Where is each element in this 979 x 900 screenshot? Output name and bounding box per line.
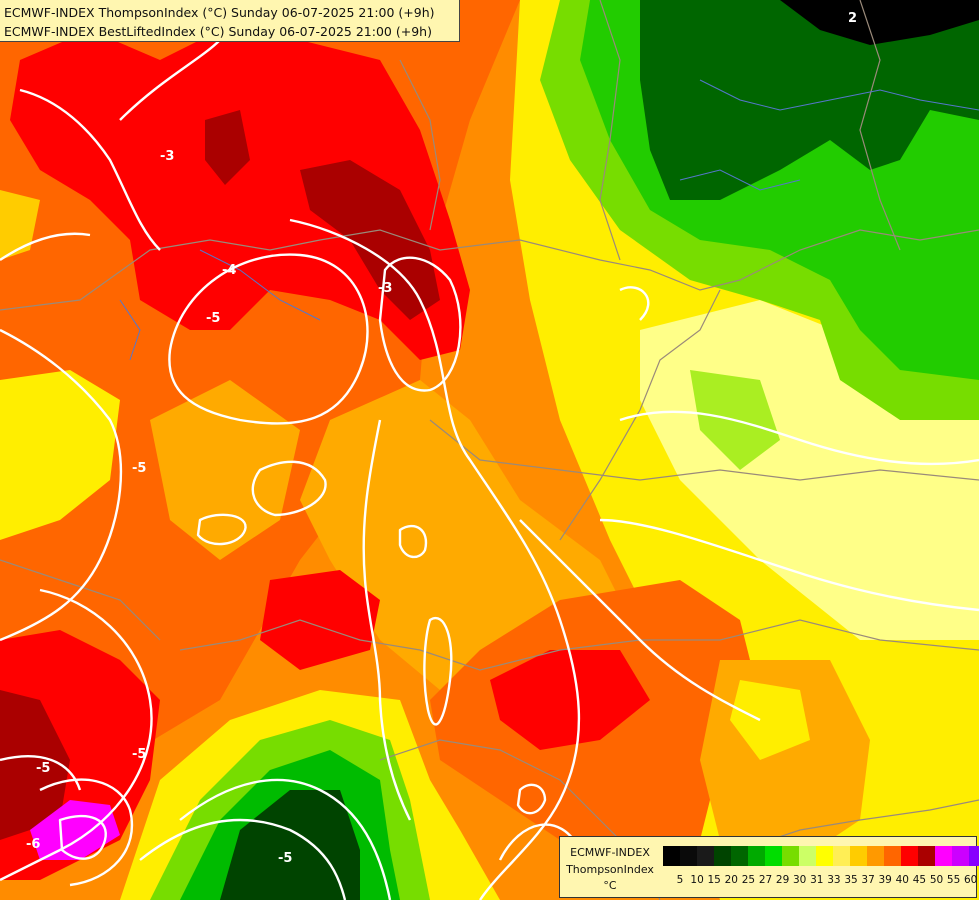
contour-fill-yellow-se-patch [730,680,810,760]
contour-fill-red-southeast [490,650,650,750]
legend-swatch [731,846,748,866]
legend-tick-label: 10 [690,874,704,886]
legend-swatch [816,846,833,866]
contour-label: 2 [848,11,857,26]
legend-swatch [765,846,782,866]
legend-swatch [714,846,731,866]
legend-model: ECMWF-INDEX [570,846,650,859]
legend-tick-label: 55 [946,874,961,886]
legend-swatch [663,846,680,866]
legend-swatch [680,846,697,866]
legend-swatch [969,846,979,866]
contour-label: -6 [26,837,40,852]
legend-swatch [850,846,867,866]
legend-swatch [782,846,799,866]
contour-fill-magenta-southwest [30,800,120,860]
legend-tick-label: 45 [912,874,927,886]
legend-tick-label: 27 [758,874,773,886]
legend-tick-label: 20 [724,874,738,886]
legend-tick-label: 30 [793,874,807,886]
contour-labels: -3 -4 -5 -3 -5 -5 -5 -6 -5 2 [26,11,857,866]
legend-tick-label: 35 [844,874,858,886]
legend-tick-label: 50 [929,874,944,886]
legend-swatch [918,846,935,866]
contour-fill-darkred-southwest [0,690,70,840]
rivers-and-coast [119,79,979,361]
contour-fill-darkred-north-2 [205,110,250,185]
contour-fill-darkgreen-ne [640,0,979,200]
legend-unit: °C [603,879,617,892]
contour-label: -3 [378,281,392,296]
legend-tick-label: 37 [861,874,875,886]
legend-tick-label: 39 [878,874,892,886]
legend-swatch [935,846,952,866]
legend-tick-label: 40 [895,874,909,886]
title-line-lifted: ECMWF-INDEX BestLiftedIndex (°C) Sunday … [4,24,432,39]
legend-tick-label: 33 [827,874,841,886]
legend-swatch [867,846,884,866]
legend-tick-label: 29 [775,874,790,886]
legend-swatch [952,846,969,866]
legend-swatch [799,846,816,866]
legend-tick-label: 31 [810,874,824,886]
legend-swatch [901,846,918,866]
title-line-thompson: ECMWF-INDEX ThompsonIndex (°C) Sunday 06… [4,5,435,20]
contour-fill-darkgreen-south [220,790,360,900]
contour-fill-lightorange-west [150,380,300,560]
legend-tick-label: 60 [964,874,978,886]
legend-swatch [697,846,714,866]
contour-label: -5 [132,461,146,476]
legend-tick-label: 25 [741,874,756,886]
contour-fill-yellow-west [0,370,120,540]
contour-label: -5 [36,761,50,776]
contour-label: -5 [278,851,292,866]
contour-label: -5 [132,747,146,762]
legend-swatch [884,846,901,866]
map-title: ECMWF-INDEX ThompsonIndex (°C) Sunday 06… [0,0,460,42]
legend-variable: ThompsonIndex [566,863,654,876]
contour-label: -3 [160,149,174,164]
contour-label: -4 [222,263,236,278]
contour-fill-black-ne [780,0,979,45]
legend-swatch [833,846,850,866]
legend-tick-label: 15 [707,874,721,886]
contour-fill-red-north [10,30,470,360]
legend-swatches [663,846,979,866]
legend-swatch [748,846,765,866]
legend-tick-label: 5 [676,874,684,886]
color-legend: ECMWF-INDEX ThompsonIndex °C 5 10 15 20 25 27… [559,836,979,898]
contour-label: -5 [206,311,220,326]
contour-fill-red-center [260,570,380,670]
